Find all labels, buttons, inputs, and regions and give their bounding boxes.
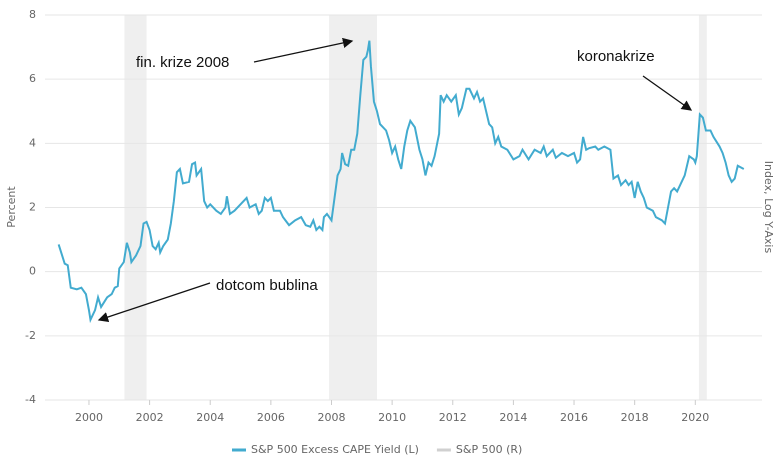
x-tick-label: 2004: [196, 411, 224, 424]
y2-axis-label: Index, Log Y-Axis: [762, 161, 775, 254]
legend-label: S&P 500 (R): [456, 443, 522, 456]
x-tick-label: 2014: [499, 411, 527, 424]
x-tick-label: 2020: [681, 411, 709, 424]
annotation: fin. krize 2008: [136, 54, 229, 71]
x-tick-label: 2012: [439, 411, 467, 424]
y-axis-label: Percent: [5, 186, 18, 228]
arrow: [642, 75, 693, 111]
x-tick-label: 2006: [257, 411, 285, 424]
y-tick-label: 2: [29, 201, 36, 214]
y-tick-label: -4: [25, 393, 36, 406]
x-tick-label: 2018: [621, 411, 649, 424]
arrow: [97, 282, 211, 323]
x-tick-label: 2008: [317, 411, 345, 424]
annotation: dotcom bublina: [216, 277, 318, 294]
y-tick-label: -2: [25, 329, 36, 342]
x-tick-label: 2010: [378, 411, 406, 424]
line: [57, 40, 745, 324]
x-tick-label: 2000: [75, 411, 103, 424]
y-tick-label: 8: [29, 8, 36, 21]
y-tick-label: 6: [29, 72, 36, 85]
x-tick-label: 2016: [560, 411, 588, 424]
y-tick-label: 4: [29, 136, 36, 149]
x-tick-label: 2002: [136, 411, 164, 424]
annotation: koronakrize: [577, 48, 655, 65]
legend-label: S&P 500 Excess CAPE Yield (L): [251, 443, 419, 456]
y-tick-label: 0: [29, 265, 36, 278]
arrow: [253, 37, 354, 63]
